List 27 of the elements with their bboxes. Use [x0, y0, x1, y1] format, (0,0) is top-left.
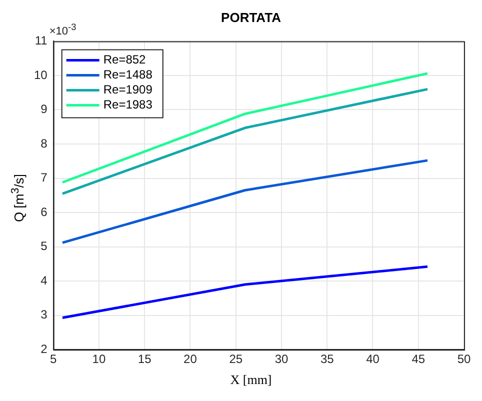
text: ×10$^{-3}$ — [49, 21, 76, 40]
x-tick-label: 45 — [412, 352, 426, 366]
y-tick-label: 3 — [40, 308, 48, 322]
x-tick-label: 15 — [138, 352, 152, 366]
x-axis-title: X [mm] — [229, 372, 273, 388]
y-tick-label: 6 — [40, 204, 48, 219]
x-tick-label: 50 — [457, 352, 471, 366]
chart-title: PORTATA — [221, 10, 281, 25]
y-tick-label: 5 — [40, 239, 48, 254]
legend-label: Re=1909 — [103, 82, 153, 97]
x-tick-label: 25 — [229, 352, 243, 366]
legend-label: Re=1488 — [103, 68, 153, 82]
y-tick-label: 4 — [40, 273, 48, 288]
legend-label: Re=852 — [103, 52, 146, 67]
x-tick-label: 35 — [320, 352, 334, 366]
y-tick-label: 7 — [40, 170, 48, 185]
y-tick-label: 9 — [40, 102, 48, 116]
x-tick-label: 5 — [50, 352, 58, 366]
y-tick-label: 10 — [34, 68, 48, 82]
legend-label: Re=1983 — [103, 98, 153, 112]
x-tick-label: 10 — [92, 352, 106, 366]
x-tick-label: 40 — [366, 352, 380, 366]
y-tick-label: 11 — [34, 34, 48, 48]
y-tick-label: 8 — [40, 136, 48, 150]
y-tick-label: 2 — [40, 342, 48, 356]
x-tick-label: 20 — [184, 352, 198, 366]
x-tick-label: 30 — [274, 352, 288, 366]
